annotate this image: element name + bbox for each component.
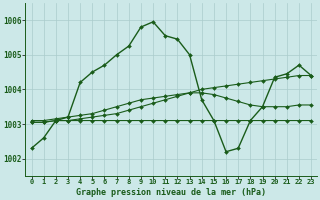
X-axis label: Graphe pression niveau de la mer (hPa): Graphe pression niveau de la mer (hPa) xyxy=(76,188,266,197)
